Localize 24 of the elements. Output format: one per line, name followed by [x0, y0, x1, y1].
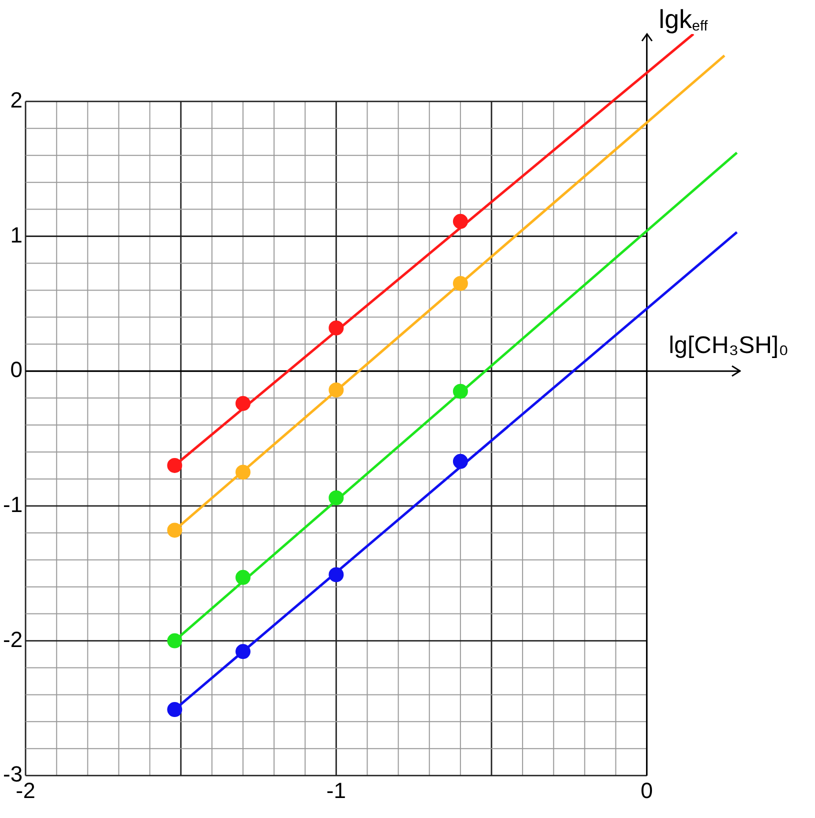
x-tick-label: -1: [326, 778, 346, 803]
point: [236, 396, 250, 411]
point: [236, 644, 250, 660]
point: [452, 214, 468, 229]
point: [167, 522, 182, 538]
point: [452, 454, 468, 469]
point: [167, 633, 182, 648]
point: [452, 276, 468, 291]
point: [236, 570, 250, 585]
y-tick-label: -2: [3, 626, 23, 652]
y-tick-label: -1: [3, 492, 23, 517]
point: [167, 702, 182, 718]
y-tick-label: 1: [10, 222, 23, 248]
point: [328, 567, 344, 582]
y-tick-label: 0: [10, 357, 23, 382]
point: [236, 464, 250, 480]
point: [167, 458, 182, 473]
y-tick-label: 2: [10, 87, 23, 112]
point: [328, 320, 344, 336]
x-tick-label: 0: [640, 778, 653, 803]
x-axis-title: lg[CH₃SH]₀: [668, 332, 789, 360]
point: [328, 490, 344, 506]
point: [452, 384, 468, 399]
point: [328, 382, 344, 398]
